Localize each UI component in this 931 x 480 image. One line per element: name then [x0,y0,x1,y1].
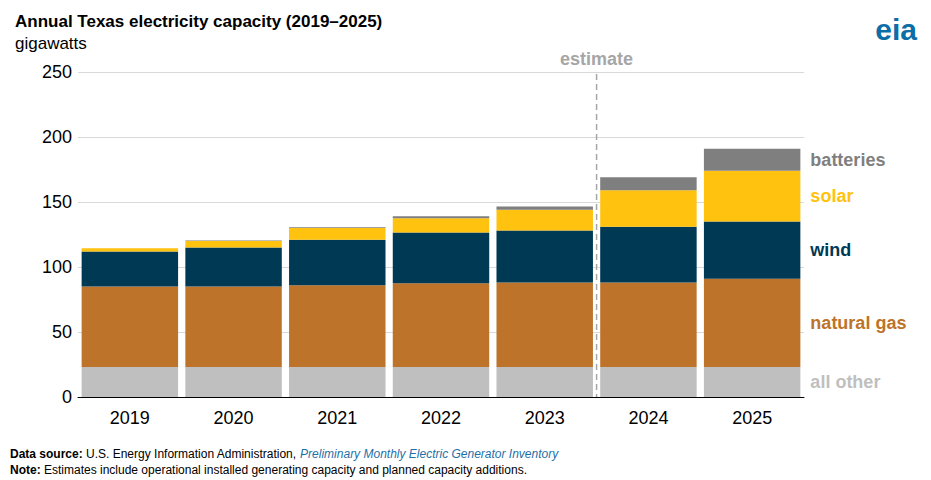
svg-text:eia: eia [875,13,917,46]
svg-text:batteries: batteries [810,150,885,170]
svg-text:0: 0 [62,387,72,407]
svg-text:2019: 2019 [110,408,150,428]
svg-text:250: 250 [42,62,72,82]
svg-text:gigawatts: gigawatts [15,34,87,53]
svg-text:2025: 2025 [732,408,772,428]
svg-text:all other: all other [810,372,880,392]
svg-text:50: 50 [52,322,72,342]
svg-text:2022: 2022 [421,408,461,428]
svg-text:2023: 2023 [525,408,565,428]
svg-text:U.S. Energy Information Admini: U.S. Energy Information Administration, [86,447,296,461]
svg-text:200: 200 [42,127,72,147]
svg-text:Preliminary Monthly Electric G: Preliminary Monthly Electric Generator I… [300,447,559,461]
svg-text:Note:: Note: [10,463,41,477]
svg-text:2020: 2020 [214,408,254,428]
svg-text:100: 100 [42,257,72,277]
svg-text:natural gas: natural gas [810,313,906,333]
svg-text:Data source:: Data source: [10,447,83,461]
svg-text:Estimates include operational: Estimates include operational installed … [44,463,527,477]
svg-text:wind: wind [809,240,851,260]
svg-text:2024: 2024 [628,408,668,428]
svg-text:150: 150 [42,192,72,212]
svg-text:solar: solar [810,186,853,206]
svg-text:Annual Texas electricity capac: Annual Texas electricity capacity (2019–… [15,12,382,31]
svg-text:2021: 2021 [317,408,357,428]
svg-text:estimate: estimate [560,49,633,69]
